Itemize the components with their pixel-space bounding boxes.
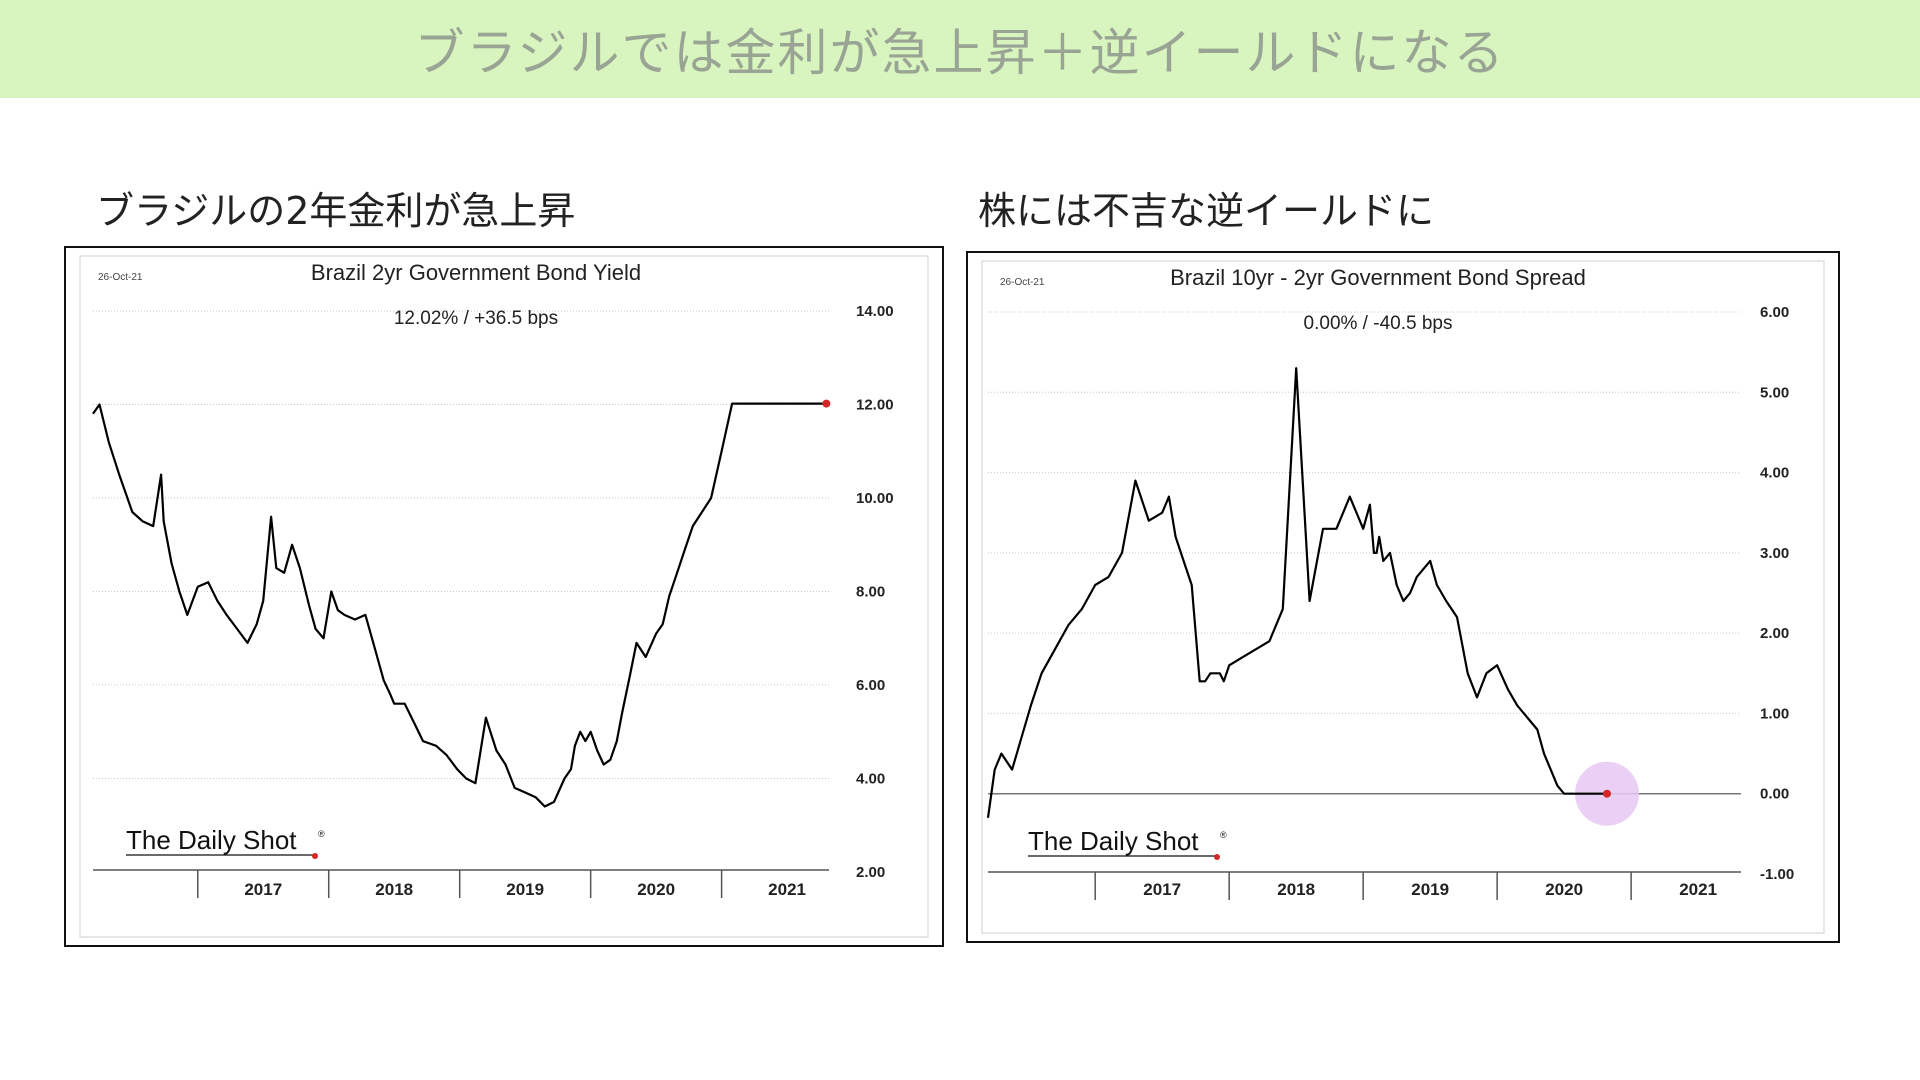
yield-chart-frame: 14.00 12.00 10.00 8.00 6.00 4.00 2.00 2017 2018 2… — [64, 246, 944, 947]
banner-title: ブラジルでは金利が急上昇＋逆イールドになる — [414, 24, 1506, 82]
logo-dot — [1214, 854, 1220, 860]
endpoint-marker — [822, 399, 831, 408]
y-tick-label: 6.00 — [856, 677, 885, 694]
spread-chart-frame: 6.00 5.00 4.00 3.00 2.00 1.00 0.00 -1.00 2017 201… — [966, 251, 1840, 943]
y-tick-label: 4.00 — [1760, 465, 1789, 482]
y-tick-label: -1.00 — [1760, 866, 1794, 883]
logo-registered-mark: ® — [318, 829, 325, 839]
y-tick-label: 12.00 — [856, 397, 894, 414]
chart-title: Brazil 2yr Government Bond Yield — [311, 260, 641, 285]
right-chart-heading: 株には不吉な逆イールドに — [978, 189, 1435, 233]
x-tick-label: 2020 — [1545, 880, 1583, 899]
y-tick-label: 0.00 — [1760, 786, 1789, 803]
y-tick-label: 10.00 — [856, 490, 894, 507]
x-tick-label: 2018 — [375, 880, 413, 899]
series-line — [986, 367, 1607, 818]
x-tick-label: 2021 — [768, 880, 806, 899]
logo-registered-mark: ® — [1220, 830, 1227, 840]
left-chart-heading: ブラジルの2年金利が急上昇 — [96, 189, 576, 233]
y-tick-label: 6.00 — [1760, 304, 1789, 321]
chart-subtitle: 0.00% / -40.5 bps — [1304, 313, 1453, 334]
y-tick-label: 2.00 — [856, 864, 885, 881]
y-tick-label: 3.00 — [1760, 545, 1789, 562]
y-tick-label: 4.00 — [856, 771, 885, 788]
daily-shot-logo: The Daily Shot — [1028, 826, 1199, 856]
y-tick-label: 1.00 — [1760, 705, 1789, 722]
x-tick-label: 2019 — [1411, 880, 1449, 899]
series-line — [92, 402, 827, 808]
y-tick-label: 2.00 — [1760, 625, 1789, 642]
x-tick-label: 2018 — [1277, 880, 1315, 899]
x-tick-label: 2021 — [1679, 880, 1717, 899]
y-tick-label: 8.00 — [856, 584, 885, 601]
chart-inner-border — [981, 260, 1825, 934]
x-tick-label: 2019 — [506, 880, 544, 899]
y-tick-label: 14.00 — [856, 303, 894, 320]
daily-shot-logo: The Daily Shot — [126, 825, 297, 855]
x-tick-label: 2017 — [244, 880, 282, 899]
logo-dot — [312, 853, 318, 859]
x-tick-label: 2020 — [637, 880, 675, 899]
chart-subtitle: 12.02% / +36.5 bps — [394, 308, 558, 329]
y-tick-label: 5.00 — [1760, 384, 1789, 401]
chart-date: 26-Oct-21 — [1000, 277, 1045, 288]
endpoint-marker — [1603, 789, 1612, 798]
chart-title: Brazil 10yr - 2yr Government Bond Spread — [1170, 265, 1586, 290]
chart-inner-border — [79, 255, 929, 938]
yield-chart: 14.00 12.00 10.00 8.00 6.00 4.00 2.00 2017 2018 2… — [79, 255, 929, 938]
title-banner: ブラジルでは金利が急上昇＋逆イールドになる — [0, 0, 1920, 98]
x-tick-label: 2017 — [1143, 880, 1181, 899]
spread-chart: 6.00 5.00 4.00 3.00 2.00 1.00 0.00 -1.00 2017 201… — [981, 260, 1825, 934]
chart-date: 26-Oct-21 — [98, 272, 143, 283]
